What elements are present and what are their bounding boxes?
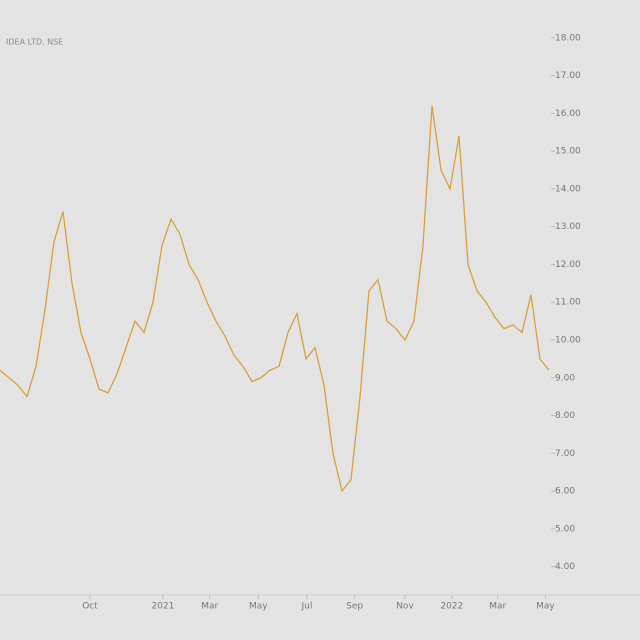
x-tick-label: 2021 (151, 602, 174, 612)
y-tick-label: 18.00 (555, 33, 581, 43)
x-tick-label: Mar (201, 602, 218, 612)
y-tick-label: 4.00 (555, 562, 575, 572)
x-tick-label: Sep (346, 602, 363, 612)
x-tick-label: Mar (489, 602, 506, 612)
y-tick-label: 14.00 (555, 184, 581, 194)
y-tick-label: 10.00 (555, 336, 581, 346)
y-tick-label: 11.00 (555, 298, 581, 308)
y-tick-label: 9.00 (555, 373, 575, 383)
y-tick-label: 17.00 (555, 71, 581, 81)
y-tick-label: 8.00 (555, 411, 575, 421)
x-tick-label: Nov (396, 602, 414, 612)
y-tick-label: 6.00 (555, 487, 575, 497)
price-line (0, 105, 550, 493)
y-tick-label: 5.00 (555, 524, 575, 534)
x-tick-label: May (249, 602, 268, 612)
x-tick-label: Jul (300, 602, 312, 612)
y-tick-label: 12.00 (555, 260, 581, 270)
y-tick-label: 7.00 (555, 449, 575, 459)
chart-title: IDEA LTD, NSE (6, 38, 63, 47)
x-tick-label: May (536, 602, 555, 612)
y-tick-label: 16.00 (555, 109, 581, 119)
x-tick-label: Oct (82, 602, 98, 612)
y-tick-label: 15.00 (555, 147, 581, 157)
x-tick-label: 2022 (440, 602, 463, 612)
y-tick-label: 13.00 (555, 222, 581, 232)
